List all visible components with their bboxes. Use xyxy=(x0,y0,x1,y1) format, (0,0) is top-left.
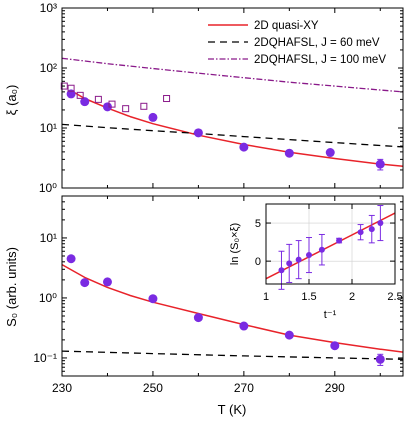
top-series-3-point xyxy=(325,148,335,158)
inset-series-0-curve xyxy=(265,212,396,280)
bottom-series-2-point xyxy=(102,277,112,287)
inset-xtick-label: 1 xyxy=(263,291,269,303)
top-series-3-point xyxy=(284,148,294,158)
inset-series-1-point xyxy=(318,246,325,253)
top-series-4-point xyxy=(76,91,84,99)
top-series-4-point xyxy=(94,95,102,103)
inset-series-1-point xyxy=(286,260,293,267)
inset-panel: 1 1.5 2 2.5 0 5 ln (S₀×ξ) t⁻¹ xyxy=(229,203,403,321)
top-ytick-label: 10¹ xyxy=(40,121,57,135)
inset-xtick-label: 2 xyxy=(349,291,355,303)
bottom-xlabel: T (K) xyxy=(218,402,247,417)
bottom-xtick-label: 290 xyxy=(325,381,345,395)
bottom-ytick-label: 10⁻¹ xyxy=(33,351,57,365)
bottom-xtick-label: 270 xyxy=(234,381,254,395)
inset-series-1-point xyxy=(306,252,312,259)
top-series-0-curve xyxy=(70,89,404,168)
bottom-series-2-point xyxy=(66,254,76,264)
inset-series-1-point xyxy=(377,220,384,227)
bottom-ylabel: S₀ (arb. units) xyxy=(4,247,19,327)
top-series-3-point xyxy=(102,102,112,112)
inset-series-1-point xyxy=(295,256,302,263)
bottom-series-2-point xyxy=(80,278,90,288)
top-series-4-point xyxy=(122,105,130,113)
bottom-series-2-point xyxy=(375,354,385,364)
top-series-3-point xyxy=(80,97,90,107)
top-series-4-point xyxy=(163,95,171,103)
bottom-xtick-label: 250 xyxy=(143,381,163,395)
top-series-4-point xyxy=(140,102,148,110)
legend-label-quasi-xy: 2D quasi-XY xyxy=(254,20,319,32)
bottom-ytick-label: 10¹ xyxy=(40,231,57,245)
inset-series-1-point xyxy=(336,237,343,244)
inset-xtick-label: 1.5 xyxy=(301,291,316,303)
top-series-4-point xyxy=(60,82,68,90)
top-plot-frame xyxy=(61,7,404,189)
bottom-xtick-label: 230 xyxy=(52,381,72,395)
top-series-2-curve xyxy=(61,57,404,93)
bottom-series-2-point xyxy=(148,294,158,304)
top-series-3-point xyxy=(239,142,249,152)
top-series-3-point xyxy=(148,112,158,122)
bottom-plot-frame xyxy=(61,195,404,377)
bottom-series-2-point xyxy=(239,321,249,331)
bottom-series-2-point xyxy=(284,330,294,340)
legend-label-j60: 2DQHAFSL, J = 60 meV xyxy=(254,37,380,49)
top-series-3-point xyxy=(375,159,385,169)
top-ytick-label: 10⁰ xyxy=(39,181,57,195)
inset-series-1-point xyxy=(357,229,364,236)
top-panel: 10⁰ 10¹ 10² 10³ ξ (a₀) 2D quasi-XY 2DQHAFSL… xyxy=(4,1,404,195)
inset-xtick-label: 2.5 xyxy=(387,291,402,303)
inset-ytick-label: 5 xyxy=(255,218,261,230)
top-ytick-label: 10² xyxy=(40,61,57,75)
inset-ylabel: ln (S₀×ξ) xyxy=(229,223,241,265)
top-series-4-point xyxy=(108,100,116,108)
top-series-1-curve xyxy=(61,123,404,148)
top-series-3-point xyxy=(193,128,203,138)
legend-label-j100: 2DQHAFSL, J = 100 meV xyxy=(254,54,386,66)
bottom-series-2-point xyxy=(193,313,203,323)
bottom-series-1-curve xyxy=(61,350,404,360)
inset-ytick-label: 0 xyxy=(255,256,261,268)
inset-series-1-point xyxy=(368,226,375,233)
bottom-series-2-point xyxy=(330,341,340,351)
inset-series-1-point xyxy=(278,267,285,274)
legend: 2D quasi-XY 2DQHAFSL, J = 60 meV 2DQHAFS… xyxy=(208,20,386,66)
bottom-ytick-label: 10⁰ xyxy=(39,291,57,305)
inset-xlabel: t⁻¹ xyxy=(324,309,337,321)
inset-plot-frame xyxy=(265,203,396,285)
top-series-4-point xyxy=(67,84,75,92)
top-ylabel: ξ (a₀) xyxy=(4,85,19,116)
top-ytick-label: 10³ xyxy=(40,1,57,15)
